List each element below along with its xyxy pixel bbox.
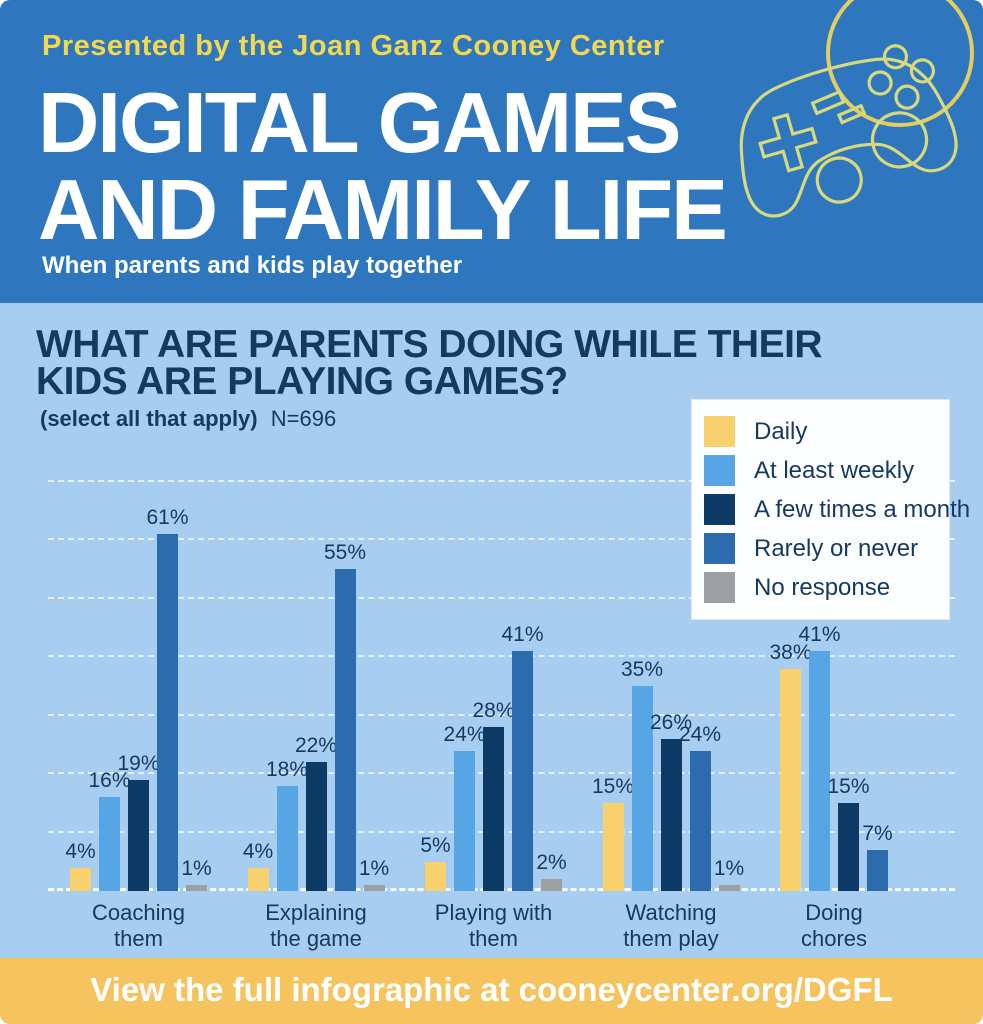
legend-label: A few times a month [754,495,971,523]
legend-label: No response [754,573,891,601]
select-all-note: (select all that apply) [40,406,258,431]
bar-value-label: 4% [65,840,96,863]
gridline [48,479,955,482]
legend-item: Rarely or never [704,533,949,564]
bar: 15% [827,775,870,891]
bar: 4% [243,840,273,891]
bar-value-label: 28% [472,699,515,722]
bar-group: 4% 18% 22% 55% 1% Explaining the game [243,541,389,951]
bar: 41% [501,623,544,891]
gridline [48,538,955,540]
header: Presented by the Joan Ganz Cooney Center… [0,0,983,303]
bar-value-label: 5% [420,834,451,857]
bar: 7% [862,822,893,891]
question-line2: KIDS ARE PLAYING GAMES? [36,360,568,403]
footer-link-text: View the full infographic at cooneycente… [90,971,893,1008]
bar: 24% [443,723,486,891]
bar: 55% [324,541,366,891]
bar-value-label: 1% [358,857,390,880]
legend-label: At least weekly [754,456,915,484]
bar: 41% [798,623,841,891]
bar-value-label: 35% [620,658,664,681]
bar-value-label: 26% [649,711,693,734]
bar: 61% [146,506,189,891]
bar-value-label: 1% [181,857,212,880]
legend-swatch-icon [704,533,735,564]
bar-chart: 4% 16% 19% 61% 1% Coaching them 4% 18% 22% 55% 1% E… [48,471,955,951]
page-title-line1: DIGITAL GAMES [38,76,681,171]
sample-note: (select all that apply) N=696 [40,406,336,432]
bar: 1% [714,857,744,891]
bar-value-label: 18% [265,758,309,781]
legend-swatch-icon [704,572,735,603]
bar: 15% [592,775,634,891]
bar: 1% [181,857,212,891]
bar: 2% [536,851,567,891]
legend-label: Rarely or never [754,534,919,562]
legend-item: Daily [704,416,949,447]
legend-swatch-icon [704,455,735,486]
chart-section: WHAT ARE PARENTS DOING WHILE THEIR KIDS … [0,303,983,958]
bar-value-label: 24% [443,723,486,746]
gridline [48,596,955,599]
bar: 16% [88,769,131,891]
bar: 35% [621,658,663,891]
bar: 19% [117,752,160,891]
category-label: Doing chores [800,900,868,951]
bar: 38% [769,641,812,891]
gridline [48,713,955,716]
arc-decoration-icon [826,0,974,127]
bar-value-label: 61% [146,506,189,529]
bar: 5% [420,834,451,891]
bar-group: 5% 24% 28% 41% 2% Playing with them [420,623,567,951]
bar: 24% [679,723,721,891]
bar-value-label: 2% [536,851,567,874]
bar: 28% [472,699,515,891]
game-controller-icon [739,0,974,218]
bar-value-label: 38% [769,641,812,664]
bar: 1% [359,857,389,891]
bar: 26% [650,711,692,891]
bar-value-label: 4% [242,840,274,863]
bar-value-label: 24% [678,723,722,746]
bar-value-label: 15% [591,775,635,798]
question-line1: WHAT ARE PARENTS DOING WHILE THEIR [36,323,823,366]
legend-label: Daily [754,417,808,445]
header-subtitle: When parents and kids play together [42,252,463,279]
bar-value-label: 19% [117,752,160,775]
bar-value-label: 41% [501,623,544,646]
bar: 4% [65,840,96,891]
category-label: Coaching them [92,900,185,951]
presented-by-text: Presented by the Joan Ganz Cooney Center [42,30,665,62]
legend-swatch-icon [704,494,735,525]
legend-item: A few times a month [704,494,970,525]
legend-swatch-icon [704,416,735,447]
bar-value-label: 16% [88,769,131,792]
gridline [48,655,955,657]
bar: 22% [295,734,337,891]
page-title: DIGITAL GAMES AND FAMILY LIFE [38,76,728,258]
category-label: Watching them play [623,900,719,951]
bar: 18% [266,758,308,891]
bar-value-label: 7% [862,822,893,845]
bar-value-label: 15% [827,775,870,798]
chart-legend: Daily At least weekly A few times a month R… [691,399,970,620]
bar-group: 4% 16% 19% 61% 1% Coaching them [65,506,212,951]
legend-item: At least weekly [704,455,949,486]
bar-group: 38% 41% 15% 7% Doing chores [769,623,893,951]
bar-group: 15% 35% 26% 24% 1% Watching them play [592,658,744,951]
bar-value-label: 41% [798,623,841,646]
bar-value-label: 1% [713,857,745,880]
category-label: Playing with them [434,900,553,951]
legend-item: No response [704,572,949,603]
bar-value-label: 55% [323,541,367,564]
category-label: Explaining the game [265,900,367,951]
footer-banner: View the full infographic at cooneycente… [0,958,983,1024]
page-title-line2: AND FAMILY LIFE [38,163,728,258]
section-question: WHAT ARE PARENTS DOING WHILE THEIR KIDS … [36,323,823,403]
bar-value-label: 22% [294,734,338,757]
sample-size: N=696 [270,406,337,431]
